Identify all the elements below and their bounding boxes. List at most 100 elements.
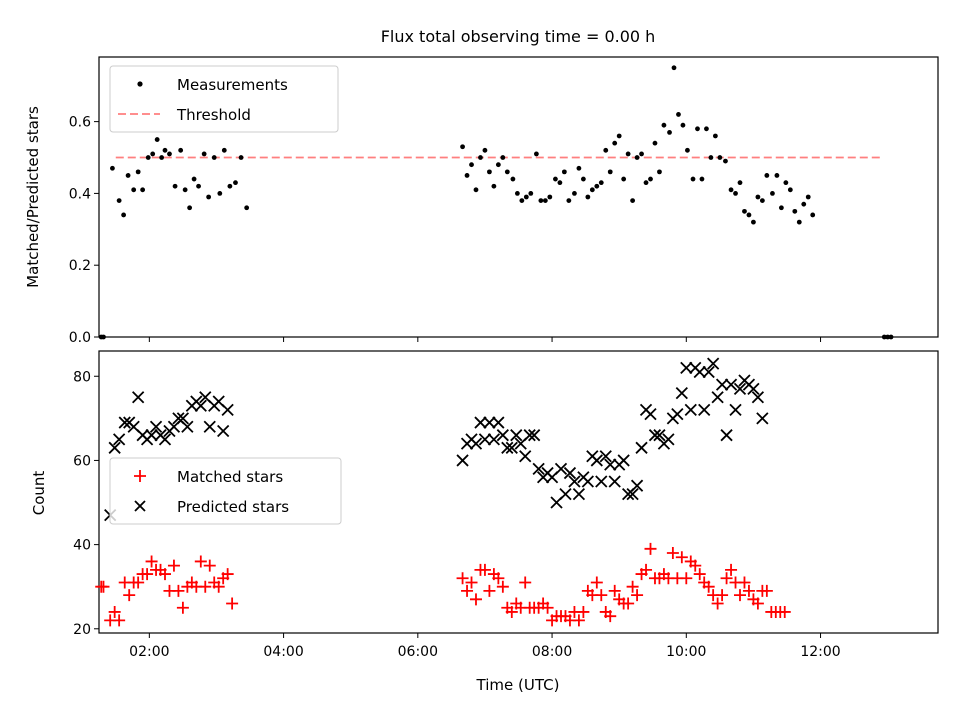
measurement-point bbox=[528, 191, 534, 196]
measurement-point bbox=[643, 180, 649, 186]
measurement-point bbox=[238, 155, 244, 160]
matched-star-point bbox=[622, 597, 635, 610]
measurement-point bbox=[542, 198, 548, 203]
predicted-star-point bbox=[194, 399, 207, 412]
predicted-star-point bbox=[145, 429, 158, 442]
measurement-point bbox=[482, 147, 488, 153]
matched-star-point bbox=[608, 584, 621, 597]
measurement-point bbox=[217, 191, 223, 196]
matched-star-point bbox=[132, 576, 145, 589]
measurement-point bbox=[538, 198, 544, 203]
predicted-star-point bbox=[581, 475, 594, 488]
measurement-point bbox=[607, 169, 613, 175]
legend-predicted-label: Predicted stars bbox=[177, 498, 289, 516]
measurement-point bbox=[888, 334, 894, 340]
measurement-point bbox=[759, 198, 765, 203]
matched-star-point bbox=[203, 559, 216, 572]
matched-star-point bbox=[461, 584, 474, 597]
predicted-star-point bbox=[572, 487, 586, 501]
predicted-star-point bbox=[176, 412, 190, 425]
predicted-star-point bbox=[720, 429, 733, 442]
x-axis-label: Time (UTC) bbox=[476, 676, 560, 694]
ratio-y-tick-label: 0.0 bbox=[69, 330, 91, 346]
matched-star-point bbox=[456, 572, 469, 585]
matched-star-point bbox=[123, 589, 136, 602]
count-y-tick-label: 40 bbox=[73, 538, 91, 554]
measurement-point bbox=[553, 176, 558, 182]
measurement-point bbox=[742, 208, 747, 214]
measurement-point bbox=[680, 122, 686, 128]
measurement-point bbox=[585, 194, 591, 200]
matched-star-point bbox=[194, 555, 207, 568]
measurement-point bbox=[751, 219, 756, 225]
measurement-point bbox=[464, 173, 470, 178]
predicted-star-point bbox=[474, 416, 487, 429]
measurement-point bbox=[154, 137, 160, 142]
legend-matched-marker bbox=[134, 470, 146, 482]
matched-star-point bbox=[172, 584, 185, 597]
matched-star-point bbox=[711, 597, 724, 610]
predicted-star-point bbox=[532, 462, 545, 475]
measurement-point bbox=[792, 208, 798, 214]
predicted-star-point bbox=[711, 391, 724, 404]
matched-star-point bbox=[760, 584, 773, 597]
predicted-star-point bbox=[675, 386, 688, 400]
measurement-point bbox=[510, 176, 516, 182]
measurement-point bbox=[561, 169, 567, 175]
measurement-point bbox=[211, 155, 217, 160]
matched-star-point bbox=[492, 572, 505, 585]
count-y-axis: 20 40 60 80 bbox=[73, 369, 99, 638]
predicted-star-point bbox=[554, 462, 568, 475]
measurement-point bbox=[495, 162, 501, 168]
measurement-point bbox=[572, 191, 577, 196]
matched-star-point bbox=[226, 597, 239, 610]
measurement-point bbox=[191, 176, 197, 182]
matched-star-point bbox=[595, 589, 608, 602]
measurement-point bbox=[101, 334, 106, 340]
measurement-point bbox=[187, 205, 193, 211]
measurement-point bbox=[717, 155, 723, 160]
measurement-point bbox=[796, 219, 802, 225]
measurement-point bbox=[755, 194, 761, 200]
measurement-point bbox=[704, 126, 709, 132]
measurement-point bbox=[221, 147, 227, 153]
count-y-tick-label: 80 bbox=[73, 369, 91, 385]
ratio-y-tick-label: 0.4 bbox=[69, 186, 91, 202]
predicted-star-point bbox=[501, 441, 514, 454]
matched-star-point bbox=[640, 563, 653, 576]
predicted-star-point bbox=[563, 466, 577, 480]
measurement-point bbox=[774, 173, 780, 178]
x-tick-label: 04:00 bbox=[263, 644, 303, 660]
matched-star-point bbox=[590, 576, 603, 589]
matched-star-point bbox=[702, 580, 715, 593]
measurement-point bbox=[131, 187, 137, 193]
predicted-star-point bbox=[724, 378, 738, 391]
measurement-point bbox=[690, 176, 696, 182]
predicted-star-point bbox=[483, 416, 496, 429]
measurement-point bbox=[728, 187, 734, 193]
measurement-point bbox=[178, 147, 184, 153]
matched-star-point bbox=[577, 605, 590, 618]
measurement-point bbox=[648, 176, 653, 182]
matched-star-point bbox=[716, 589, 729, 602]
measurement-point bbox=[150, 151, 156, 157]
measurement-point bbox=[135, 169, 141, 175]
matched-star-point bbox=[733, 589, 746, 602]
predicted-star-point bbox=[132, 391, 145, 404]
predicted-star-point bbox=[568, 475, 581, 488]
predicted-star-point bbox=[492, 416, 505, 429]
measurement-point bbox=[580, 176, 586, 182]
measurement-point bbox=[227, 183, 233, 189]
matched-star-point bbox=[519, 576, 532, 589]
measurement-point bbox=[733, 191, 738, 196]
predicted-star-point bbox=[510, 429, 523, 442]
matched-star-point bbox=[478, 563, 491, 576]
predicted-star-point bbox=[747, 382, 760, 396]
chart-title: Flux total observing time = 0.00 h bbox=[381, 27, 656, 46]
matched-star-point bbox=[720, 572, 733, 585]
measurement-point bbox=[671, 65, 677, 71]
predicted-star-point bbox=[505, 441, 518, 454]
legend-matched-label: Matched stars bbox=[177, 468, 283, 486]
measurement-point bbox=[125, 173, 131, 178]
